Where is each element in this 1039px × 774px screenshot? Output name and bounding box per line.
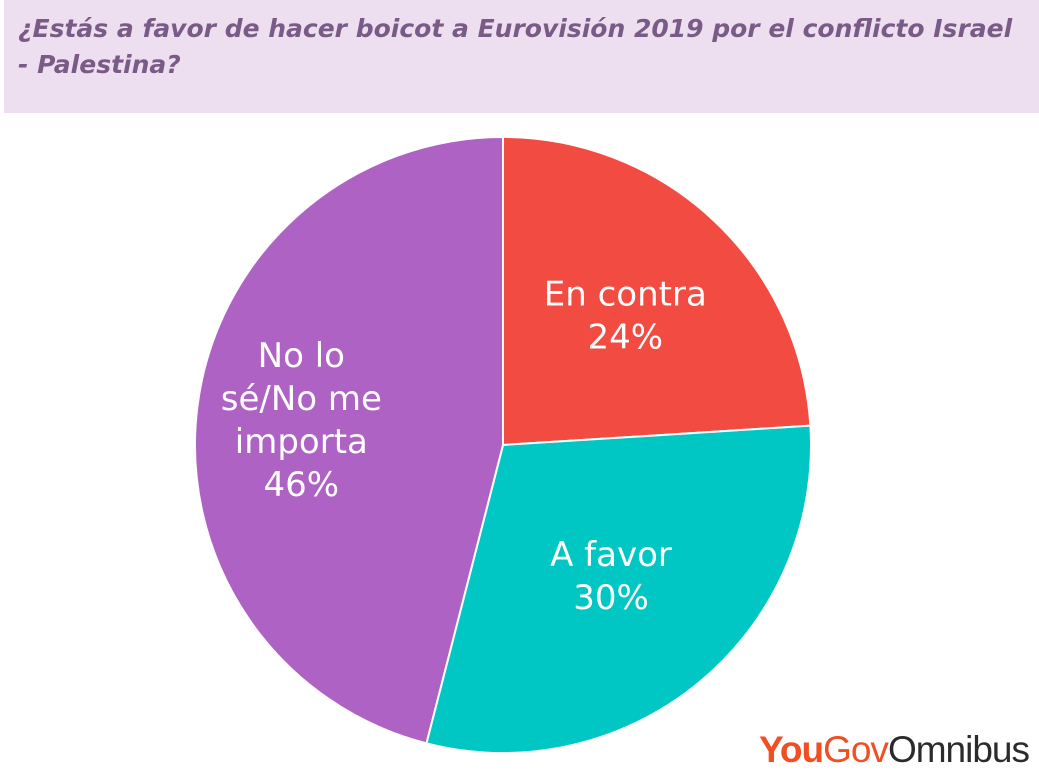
slice-label-2-line-3: 46% (264, 465, 340, 505)
logo-gov: Gov (823, 729, 889, 770)
slice-label-2-line-0: No lo (258, 336, 345, 376)
chart-title: ¿Estás a favor de hacer boicot a Eurovis… (18, 14, 1013, 79)
slice-label-2-line-2: importa (235, 422, 368, 462)
pie-slice-2 (194, 135, 504, 745)
logo-you: You (758, 729, 824, 770)
slice-label-0: En contra 24% (544, 274, 707, 357)
slice-label-2-line-1: sé/No me (221, 379, 382, 419)
slice-label-0-line-1: 24% (587, 317, 663, 357)
pie-slice-1 (425, 424, 812, 754)
logo-omnibus: Omnibus (887, 729, 1030, 770)
pie-slice-0 (502, 135, 812, 447)
title-banner: ¿Estás a favor de hacer boicot a Eurovis… (4, 0, 1039, 113)
slice-label-1-line-0: A favor (550, 535, 672, 575)
yougov-omnibus-logo: YouGovOmnibus (758, 729, 1030, 770)
slice-label-1: A favor 30% (550, 535, 672, 618)
slice-label-2: No lo sé/No me importa 46% (221, 336, 382, 505)
slice-label-0-line-0: En contra (544, 274, 707, 314)
slice-label-1-line-1: 30% (573, 578, 649, 618)
